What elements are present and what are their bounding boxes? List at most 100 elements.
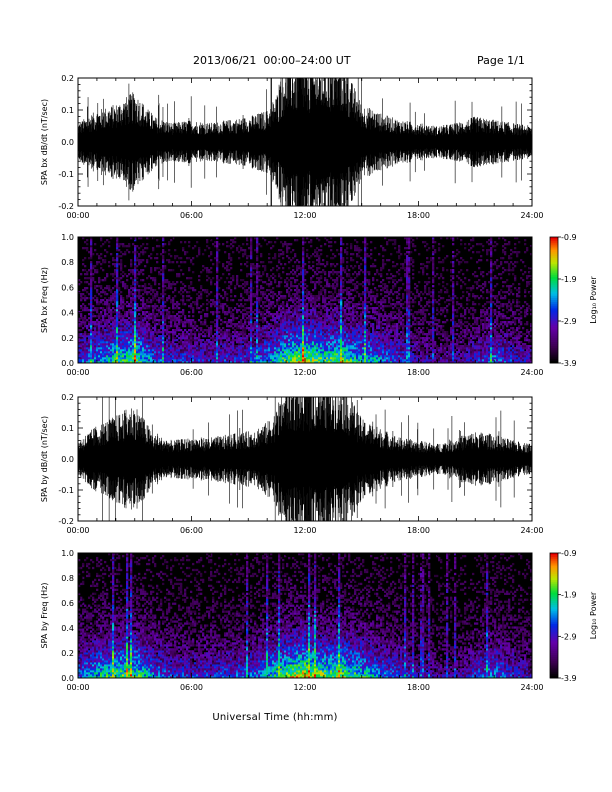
spectrogram-cell — [192, 289, 195, 292]
spectrogram-cell — [136, 343, 139, 346]
spectrogram-cell — [228, 355, 231, 358]
spectrogram-cell — [98, 357, 101, 360]
spectrogram-cell — [114, 345, 117, 348]
spectrogram-cell — [112, 295, 115, 298]
spectrogram-cell — [224, 347, 227, 350]
spectrogram-cell — [160, 345, 163, 348]
spectrogram-cell — [150, 329, 153, 332]
spectrogram-cell — [276, 295, 279, 298]
spectrogram-cell — [318, 277, 321, 280]
spectrogram-cell — [136, 277, 139, 280]
spectrogram-cell — [292, 269, 295, 272]
spectrogram-cell — [278, 319, 281, 322]
spectrogram-cell — [86, 309, 89, 312]
spectrogram-cell — [320, 271, 323, 274]
spectrogram-cell — [162, 355, 165, 358]
spectrogram-cell — [294, 319, 297, 322]
spectrogram-cell — [256, 295, 259, 298]
spectrogram-cell — [312, 341, 315, 344]
spectrogram-cell — [98, 317, 101, 320]
spectrogram-cell — [278, 307, 281, 310]
spectrogram-cell — [316, 315, 319, 318]
spectrogram-cell — [218, 279, 221, 282]
spectrogram-cell — [110, 311, 113, 314]
spectrogram-cell — [340, 325, 343, 328]
spectrogram-cell — [304, 323, 307, 326]
spectrogram-cell — [120, 327, 123, 330]
spectrogram-cell — [284, 337, 287, 340]
spectrogram-cell — [306, 323, 309, 326]
spectrogram-cell — [224, 349, 227, 352]
spectrogram-cell — [216, 283, 219, 286]
spectrogram-cell — [264, 267, 267, 270]
spectrogram-cell — [264, 265, 267, 268]
spectrogram-cell — [114, 311, 117, 314]
spectrogram-cell — [316, 259, 319, 262]
spectrogram-cell — [334, 313, 337, 316]
spectrogram-cell — [332, 331, 335, 334]
spectrogram-cell — [338, 295, 341, 298]
spectrogram-cell — [88, 355, 91, 358]
spectrogram-cell — [316, 263, 319, 266]
spectrogram-cell — [306, 319, 309, 322]
spectrogram-cell — [204, 249, 207, 252]
spectrogram-cell — [222, 353, 225, 356]
spectrogram-cell — [128, 289, 131, 292]
spectrogram-cell — [118, 325, 121, 328]
spectrogram-cell — [132, 273, 135, 276]
spectrogram-cell — [202, 269, 205, 272]
spectrogram-cell — [116, 339, 119, 342]
spectrogram-cell — [196, 303, 199, 306]
spectrogram-cell — [340, 309, 343, 312]
spectrogram-cell — [256, 333, 259, 336]
spectrogram-cell — [126, 301, 129, 304]
spectrogram-cell — [274, 293, 277, 296]
spectrogram-cell — [266, 273, 269, 276]
spectrogram-cell — [162, 245, 165, 248]
spectrogram-cell — [312, 301, 315, 304]
spectrogram-cell — [252, 329, 255, 332]
spectrogram-cell — [292, 277, 295, 280]
spectrogram-cell — [324, 315, 327, 318]
spectrogram-cell — [226, 347, 229, 350]
spectrogram-cell — [324, 279, 327, 282]
spectrogram-cell — [120, 325, 123, 328]
spectrogram-cell — [196, 325, 199, 328]
spectrogram-cell — [330, 359, 333, 362]
spectrogram-cell — [336, 343, 339, 346]
spectrogram-cell — [342, 311, 345, 314]
spectrogram-cell — [226, 325, 229, 328]
spectrogram-cell — [320, 289, 323, 292]
spectrogram-cell — [210, 259, 213, 262]
spectrogram-cell — [338, 339, 341, 342]
spectrogram-cell — [284, 313, 287, 316]
spectrogram-cell — [262, 339, 265, 342]
spectrogram-cell — [282, 303, 285, 306]
spectrogram-cell — [168, 347, 171, 350]
spectrogram-cell — [322, 297, 325, 300]
spectrogram-cell — [172, 329, 175, 332]
spectrogram-cell — [134, 307, 137, 310]
spectrogram-cell — [254, 357, 257, 360]
spectrogram-cell — [180, 353, 183, 356]
spectrogram-cell — [262, 307, 265, 310]
spectrogram-cell — [156, 293, 159, 296]
spectrogram-cell — [336, 307, 339, 310]
spectrogram-cell — [184, 241, 187, 244]
spectrogram-cell — [290, 353, 293, 356]
spectrogram-cell — [334, 339, 337, 342]
spectrogram-cell — [250, 359, 253, 362]
spectrogram-cell — [102, 319, 105, 322]
spectrogram-cell — [270, 359, 273, 362]
spectrogram-cell — [336, 293, 339, 296]
spectrogram-cell — [244, 359, 247, 362]
spectrogram-cell — [132, 337, 135, 340]
spectrogram-cell — [202, 331, 205, 334]
spectrogram-cell — [264, 339, 267, 342]
spectrogram-cell — [144, 359, 147, 362]
spectrogram-cell — [254, 295, 257, 298]
spectrogram-cell — [124, 353, 127, 356]
spectrogram-cell — [144, 251, 147, 254]
spectrogram-cell — [302, 293, 305, 296]
spectrogram-cell — [138, 253, 141, 256]
